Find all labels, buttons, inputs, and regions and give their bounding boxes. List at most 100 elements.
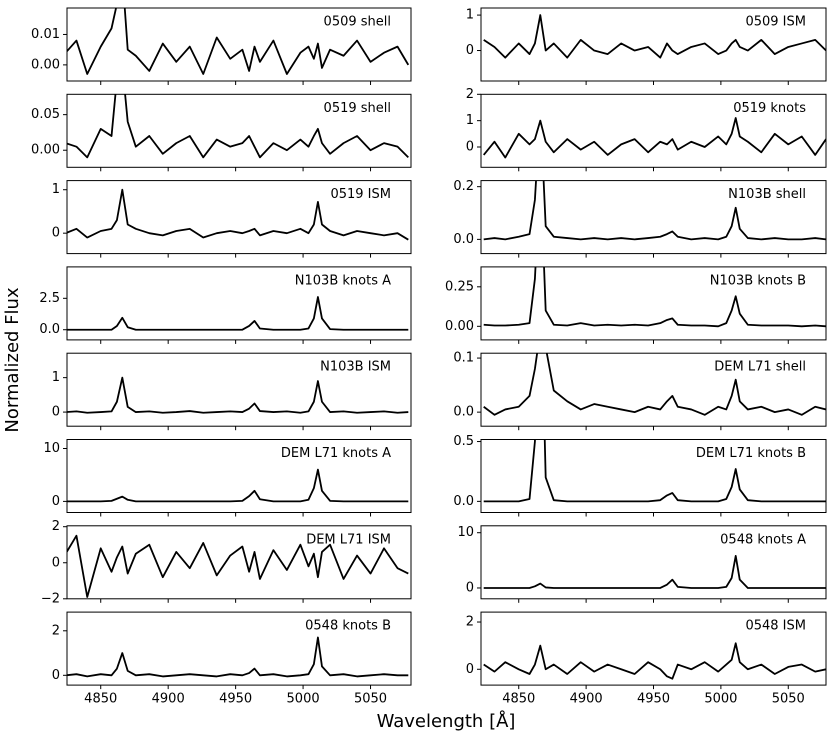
y-tick-label: 1 (466, 113, 474, 128)
y-tick-label: 0 (466, 662, 474, 677)
panel-label: N103B ISM (320, 360, 391, 375)
panel-label: 0509 shell (324, 15, 391, 30)
panel-label: N103B knots B (710, 273, 806, 288)
y-tick-label: 0.0 (453, 405, 474, 420)
x-tick-label: 4900 (570, 692, 603, 707)
y-tick-label: 0.01 (31, 27, 60, 42)
panel-label: 0548 knots A (720, 532, 806, 547)
panel-label: 0548 knots B (305, 619, 391, 634)
panel: 0 1 0509 ISM (466, 7, 827, 85)
y-tick-label: 0.5 (453, 434, 474, 449)
y-tick-label: 1 (466, 8, 474, 23)
y-tick-label: 10 (457, 525, 474, 540)
y-tick-label: 0 (52, 226, 60, 241)
spectrum-line (67, 534, 409, 598)
y-tick-label: 0 (52, 494, 60, 509)
panel: 0 2 4850 4900 4950 5000 5050 0548 knots B (52, 611, 412, 707)
panel-frame (66, 266, 412, 341)
spectrum-line (483, 117, 826, 159)
panel: 0 1 N103B ISM (52, 352, 412, 431)
panel: 0 2 4850 4900 4950 5000 5050 0548 ISM (466, 611, 827, 707)
x-tick-label: 5050 (772, 692, 805, 707)
panel: 0.0 0.1 DEM L71 shell (453, 351, 827, 431)
x-tick-label: 5000 (287, 692, 320, 707)
panel-frame (66, 7, 412, 82)
y-tick-label: 1 (52, 182, 60, 197)
panel-label: 0509 ISM (745, 15, 806, 30)
panel-label: 0519 ISM (330, 187, 391, 202)
spectrum-line (483, 642, 826, 680)
panel-label: N103B knots A (295, 273, 391, 288)
x-tick-label: 4900 (152, 692, 185, 707)
y-tick-label: 0 (466, 43, 474, 58)
y-tick-label: 0.0 (453, 494, 474, 509)
x-tick-label: 4850 (502, 692, 535, 707)
x-tick-label: 5000 (704, 692, 737, 707)
y-tick-label: 2 (466, 615, 474, 630)
y-tick-label: 0.00 (31, 143, 60, 158)
panel-label: 0519 knots (733, 101, 806, 116)
panel-label: DEM L71 knots A (281, 446, 391, 461)
x-axis-label: Wavelength [Å] (377, 710, 516, 732)
spectrum-line (67, 636, 409, 678)
panel: 0 1 0519 ISM (52, 180, 412, 258)
spectrum-line (483, 439, 826, 503)
panel-frame (66, 439, 412, 513)
panel: 0 10 0548 knots A (457, 525, 827, 603)
y-tick-label: 0.2 (453, 179, 474, 194)
panel: 0 10 DEM L71 knots A (43, 439, 412, 517)
spectrum-line (67, 8, 410, 75)
panel: −2 0 2 DEM L71 ISM (41, 519, 412, 606)
panel-label: DEM L71 ISM (306, 532, 391, 547)
panel: 0.00 0.01 0509 shell (31, 7, 412, 85)
spectrum-line (483, 555, 826, 589)
y-tick-label: 1 (52, 370, 60, 385)
y-tick-label: 2 (466, 87, 474, 102)
y-tick-label: 0.0 (453, 232, 474, 247)
panel: 0.0 0.5 DEM L71 knots B (453, 434, 827, 517)
x-tick-label: 4850 (84, 692, 117, 707)
y-tick-label: 0.1 (453, 351, 474, 366)
panel-label: DEM L71 knots B (696, 446, 806, 461)
spectrum-line (67, 296, 409, 331)
y-tick-label: 0 (52, 668, 60, 683)
panel: 0 1 2 0519 knots (466, 87, 827, 172)
y-tick-label: 0 (466, 580, 474, 595)
spectrum-line (67, 468, 409, 503)
panel: 0.0 0.2 N103B shell (453, 179, 827, 258)
panel: 0.00 0.25 N103B knots B (445, 266, 827, 344)
panel-frame (66, 180, 412, 255)
panel-frame (66, 611, 412, 686)
panel-frame (66, 93, 412, 168)
y-tick-label: 2.5 (39, 291, 60, 306)
spectrum-line (483, 180, 826, 241)
spectrum-line (483, 14, 826, 59)
spectrum-line (67, 94, 409, 159)
spectrum-line (67, 376, 409, 414)
y-tick-label: 0.00 (31, 57, 60, 72)
x-tick-label: 4950 (219, 692, 252, 707)
panel-label: 0519 shell (324, 101, 391, 116)
y-tick-label: 0 (52, 555, 60, 570)
spectrum-line (483, 266, 826, 328)
panel-label: DEM L71 shell (714, 360, 806, 375)
y-tick-label: 2 (52, 519, 60, 534)
x-tick-label: 5050 (354, 692, 387, 707)
y-tick-label: 0 (466, 140, 474, 155)
panel-label: 0548 ISM (745, 619, 806, 634)
y-axis-label: Normalized Flux (2, 287, 23, 433)
spectrum-line (483, 353, 826, 416)
panel-label: N103B shell (728, 187, 806, 202)
y-tick-label: 2 (52, 623, 60, 638)
x-tick-label: 4950 (637, 692, 670, 707)
panel: 0.00 0.05 0519 shell (31, 93, 412, 172)
panel: 0.0 2.5 N103B knots A (39, 266, 412, 344)
panel-frame (66, 352, 412, 427)
y-tick-label: 0 (52, 405, 60, 420)
y-tick-label: 0.00 (445, 319, 474, 334)
y-tick-label: 0.25 (445, 279, 474, 294)
y-tick-label: −2 (41, 591, 60, 606)
spectrum-line (67, 188, 409, 241)
y-tick-label: 0.05 (31, 107, 60, 122)
